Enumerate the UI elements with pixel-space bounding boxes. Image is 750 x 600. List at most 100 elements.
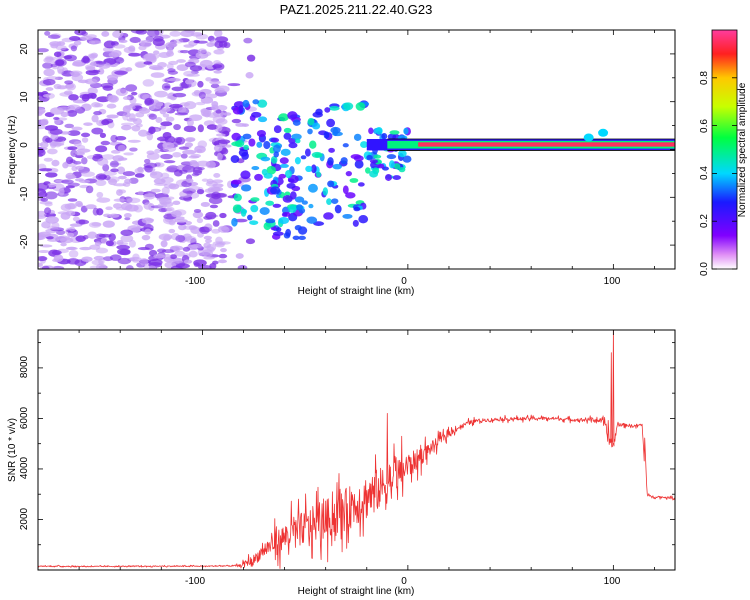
spectral-blob xyxy=(146,132,154,141)
spectral-blob xyxy=(233,193,242,202)
spectral-blob xyxy=(309,140,317,149)
spectral-blob xyxy=(102,85,114,91)
spectral-blob xyxy=(155,117,163,123)
spectral-blob xyxy=(56,41,66,46)
spectral-blob xyxy=(168,228,176,234)
spectral-blob xyxy=(113,183,127,187)
spectral-blob xyxy=(51,265,65,269)
spectral-blob xyxy=(231,118,242,124)
spectral-blob xyxy=(43,57,55,64)
spectral-blob xyxy=(353,133,362,141)
spectral-blob xyxy=(95,145,108,153)
spectral-blob xyxy=(166,63,174,70)
spectral-blob xyxy=(105,206,113,211)
spectral-blob xyxy=(95,61,107,65)
y-tick-label: 20 xyxy=(19,43,30,55)
spectral-blob xyxy=(42,79,56,86)
spectral-blob xyxy=(265,218,276,224)
spectral-blob xyxy=(92,207,100,216)
spectral-blob xyxy=(81,31,88,37)
spectral-blob xyxy=(80,171,95,177)
spectral-blob xyxy=(158,196,172,205)
spectral-blob xyxy=(198,91,206,99)
spectral-blob xyxy=(76,144,86,150)
spectral-blob xyxy=(308,203,314,209)
colorbar: 0.0 0.2 0.4 0.6 0.8 Normalized spectral … xyxy=(699,29,748,276)
spectral-blob xyxy=(251,111,262,118)
x-tick-label: -100 xyxy=(185,576,205,587)
spectral-blob xyxy=(183,225,197,230)
spectral-blob xyxy=(47,148,58,155)
spectral-blob xyxy=(218,253,228,259)
spectral-blob xyxy=(398,166,406,173)
spectral-blob xyxy=(81,57,91,64)
spectral-blob xyxy=(217,139,231,144)
spectral-blob xyxy=(240,184,252,192)
spectral-blob xyxy=(96,197,111,203)
spectral-blob xyxy=(278,113,289,122)
spectral-blob xyxy=(120,122,135,126)
spectral-blob xyxy=(283,132,292,140)
spectral-blob xyxy=(174,218,188,223)
spectral-blob xyxy=(144,98,155,105)
spectral-blob xyxy=(246,54,256,62)
spectral-blob xyxy=(305,165,313,173)
spectral-blob xyxy=(95,247,109,254)
spectral-blob xyxy=(235,253,244,259)
spectral-blob xyxy=(175,234,186,243)
spectral-blob xyxy=(101,119,110,126)
spectral-blob xyxy=(112,30,124,38)
spectrogram-image xyxy=(38,30,675,269)
spectral-blob xyxy=(143,162,158,169)
spectral-blob xyxy=(197,48,207,54)
spectral-blob xyxy=(135,62,145,68)
colorbar-tick-label: 0.0 xyxy=(699,262,710,276)
spectral-blob xyxy=(116,242,129,246)
spectral-blob xyxy=(65,83,75,89)
spectral-blob xyxy=(120,234,134,243)
spectral-blob xyxy=(142,79,155,87)
spectral-blob xyxy=(258,116,268,123)
colorbar-label: Normalized spectral amplitude xyxy=(737,82,748,217)
spectral-blob xyxy=(91,259,104,266)
spectral-blob xyxy=(110,149,121,154)
spectral-blob xyxy=(189,114,203,122)
spectral-blob xyxy=(197,80,204,88)
spectral-blob xyxy=(46,226,59,230)
spectral-blob xyxy=(203,235,212,240)
spectral-blob xyxy=(106,103,117,109)
spectral-blob xyxy=(58,188,65,196)
spectral-blob xyxy=(189,160,198,165)
spectral-blob xyxy=(196,189,205,195)
spectral-blob xyxy=(128,45,136,52)
spectral-blob xyxy=(280,148,291,156)
spectral-blob xyxy=(279,157,289,164)
spectral-blob xyxy=(206,178,214,185)
spectral-blob xyxy=(83,122,93,126)
spectral-blob xyxy=(315,108,323,116)
spectral-blob xyxy=(323,212,334,220)
spectral-blob xyxy=(186,118,194,127)
spectral-blob xyxy=(210,83,220,89)
spectral-blob xyxy=(312,122,321,130)
spectral-blob xyxy=(88,221,102,228)
spectral-blob xyxy=(66,246,77,251)
spectral-blob xyxy=(353,155,364,162)
x-tick-label: 100 xyxy=(604,576,621,587)
spectral-blob xyxy=(231,132,241,141)
spectral-blob xyxy=(166,77,181,82)
spectral-blob xyxy=(377,163,385,169)
spectral-blob xyxy=(192,166,203,174)
spectral-blob xyxy=(190,243,202,249)
spectral-blob xyxy=(256,141,263,148)
spectral-blob xyxy=(224,144,232,148)
spectral-blob xyxy=(206,42,215,48)
spectral-blob xyxy=(71,126,83,131)
spectral-blob xyxy=(215,133,226,137)
spectral-blob xyxy=(108,213,120,218)
spectral-blob xyxy=(174,112,188,116)
spectral-blob xyxy=(154,148,161,154)
spectral-blob xyxy=(165,206,175,212)
spectral-blob xyxy=(369,170,379,178)
spectral-blob xyxy=(389,160,395,169)
